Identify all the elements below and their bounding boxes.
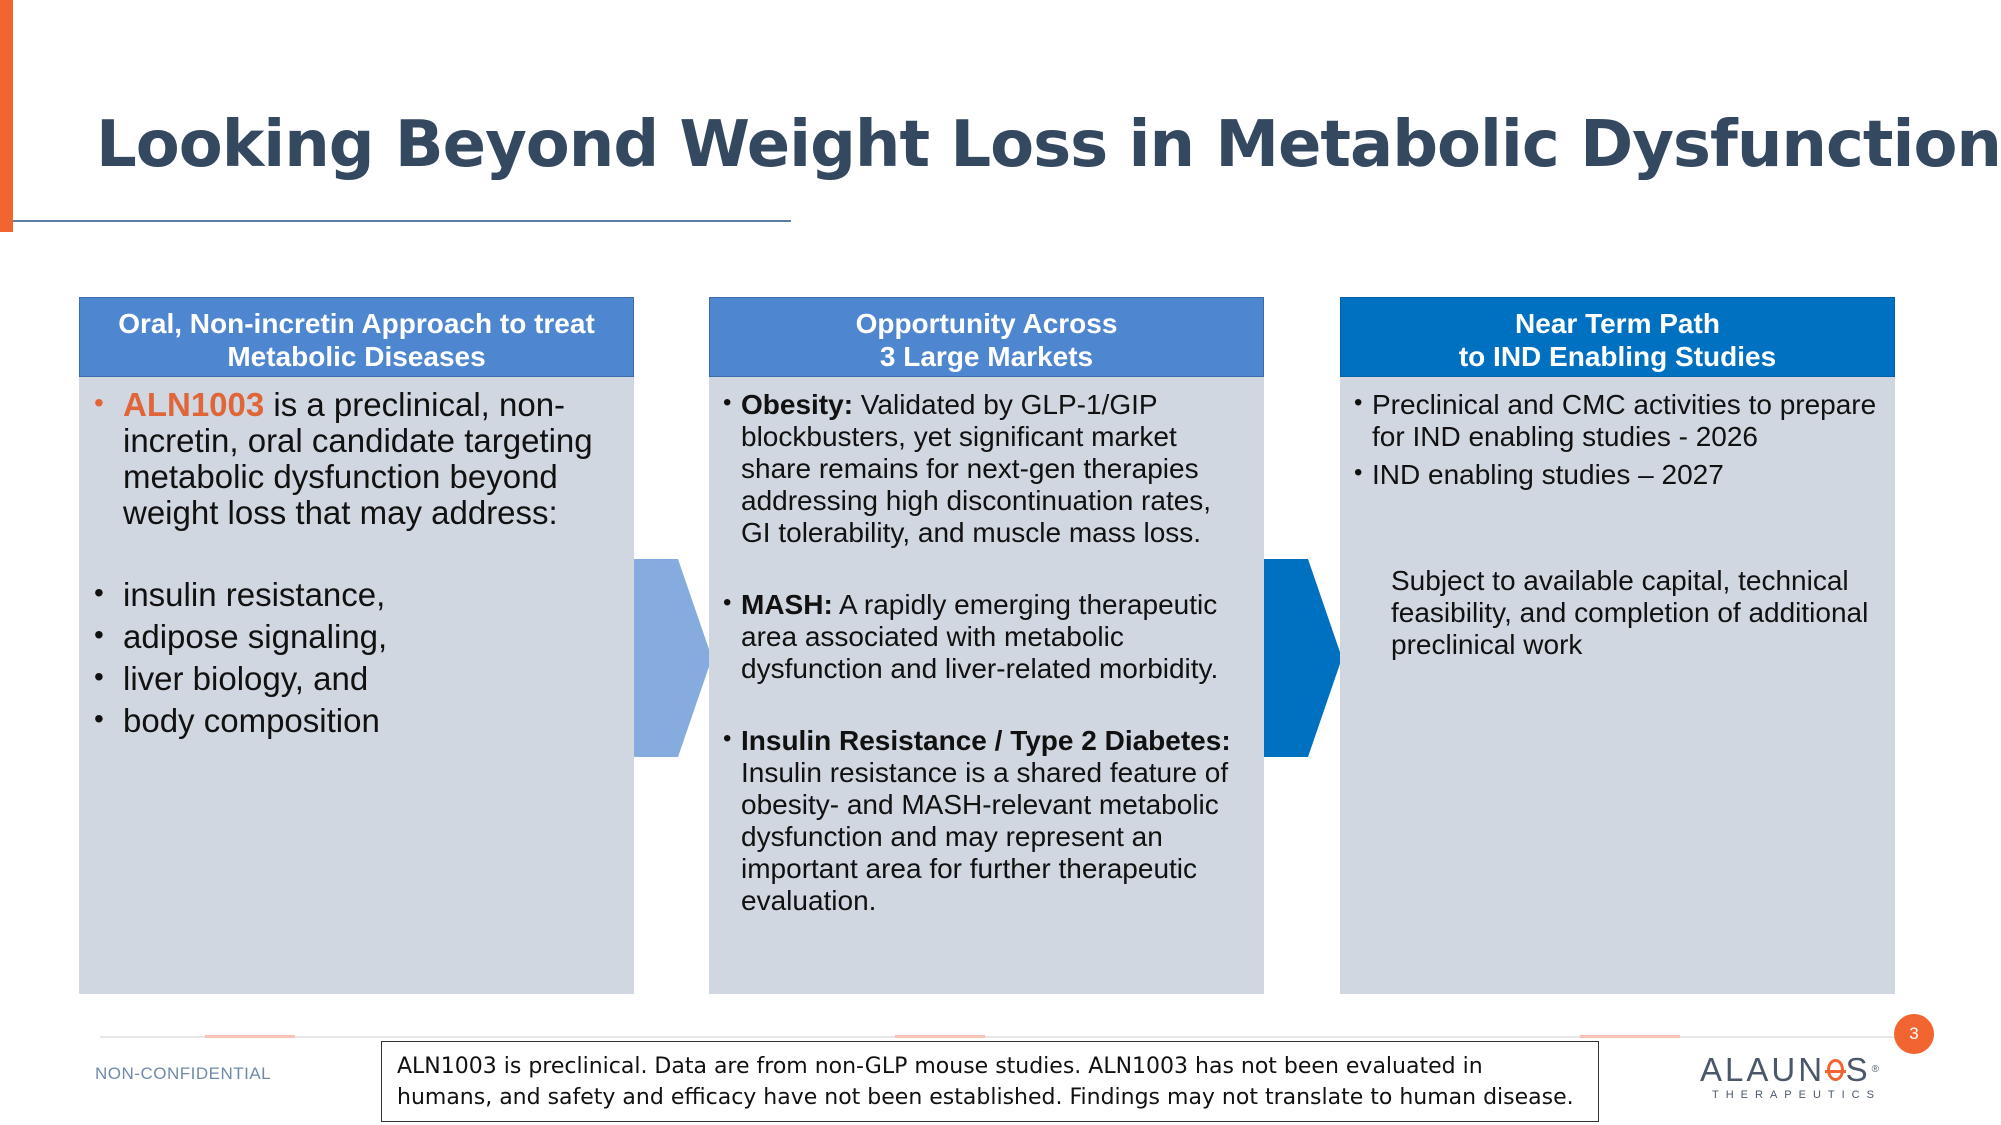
- list-item: insulin resistance,: [94, 575, 610, 613]
- page-number: 3: [1894, 1014, 1934, 1054]
- path-list: Preclinical and CMC activities to prepar…: [1340, 377, 1895, 491]
- chevron-right-icon: [634, 559, 712, 757]
- market-item: MASH: A rapidly emerging therapeutic are…: [723, 587, 1246, 685]
- logo-o-mark: [1825, 1058, 1846, 1081]
- header-line: Opportunity Across: [855, 308, 1118, 339]
- header-line: Oral, Non-incretin Approach to treat: [118, 308, 595, 339]
- panel-approach-header: Oral, Non-incretin Approach to treat Met…: [79, 297, 634, 377]
- chevron-right-icon: [1264, 559, 1342, 757]
- panel-markets-header: Opportunity Across 3 Large Markets: [709, 297, 1264, 377]
- accent-bar: [0, 0, 13, 232]
- market-item: Insulin Resistance / Type 2 Diabetes: In…: [723, 723, 1246, 917]
- company-logo: ALAUN S ® THERAPEUTICS: [1700, 1053, 1882, 1099]
- classification-label: NON-CONFIDENTIAL: [95, 1064, 272, 1083]
- footer-divider-accent: [1580, 1035, 1680, 1038]
- markets-list: Obesity: Validated by GLP-1/GIP blockbus…: [709, 377, 1264, 917]
- list-item: Preclinical and CMC activities to prepar…: [1354, 387, 1877, 453]
- header-line: Near Term Path: [1515, 308, 1720, 339]
- logo-subtext: THERAPEUTICS: [1712, 1089, 1881, 1099]
- panel-path: Near Term Path to IND Enabling Studies P…: [1340, 297, 1895, 994]
- panel-markets: Opportunity Across 3 Large Markets Obesi…: [709, 297, 1264, 994]
- footer-divider-accent: [205, 1035, 295, 1038]
- panel-path-header: Near Term Path to IND Enabling Studies: [1340, 297, 1895, 377]
- panel-approach: Oral, Non-incretin Approach to treat Met…: [79, 297, 634, 994]
- header-line: to IND Enabling Studies: [1458, 341, 1777, 372]
- drug-name: ALN1003: [123, 386, 265, 423]
- intro-text: is a preclinical, non-incretin, oral can…: [123, 386, 593, 531]
- logo-text: S: [1845, 1051, 1871, 1088]
- intro-bullet: ALN1003 is a preclinical, non-incretin, …: [94, 385, 610, 531]
- disclaimer-box: ALN1003 is preclinical. Data are from no…: [381, 1041, 1599, 1122]
- footer-divider-accent: [895, 1035, 985, 1038]
- slide-title: Looking Beyond Weight Loss in Metabolic …: [96, 108, 2001, 182]
- market-text: Validated by GLP-1/GIP blockbusters, yet…: [741, 389, 1212, 548]
- list-item: adipose signaling,: [94, 617, 610, 655]
- logo-text: ALAUN: [1700, 1051, 1826, 1088]
- market-text: A rapidly emerging therapeutic area asso…: [741, 589, 1219, 684]
- header-line: 3 Large Markets: [879, 341, 1094, 372]
- market-term: Obesity:: [741, 389, 854, 420]
- market-text: Insulin resistance is a shared feature o…: [741, 757, 1229, 916]
- approach-list: ALN1003 is a preclinical, non-incretin, …: [79, 377, 634, 739]
- market-item: Obesity: Validated by GLP-1/GIP blockbus…: [723, 387, 1246, 549]
- list-item: liver biology, and: [94, 659, 610, 697]
- path-note: Subject to available capital, technical …: [1391, 565, 1869, 660]
- market-term: MASH:: [741, 589, 833, 620]
- title-underline: [13, 220, 791, 222]
- footer-divider: [100, 1036, 1895, 1038]
- list-item: IND enabling studies – 2027: [1354, 457, 1877, 491]
- logo-registered: ®: [1871, 1064, 1882, 1075]
- header-line: Metabolic Diseases: [227, 341, 486, 372]
- list-item: body composition: [94, 701, 610, 739]
- market-term: Insulin Resistance / Type 2 Diabetes:: [741, 725, 1231, 756]
